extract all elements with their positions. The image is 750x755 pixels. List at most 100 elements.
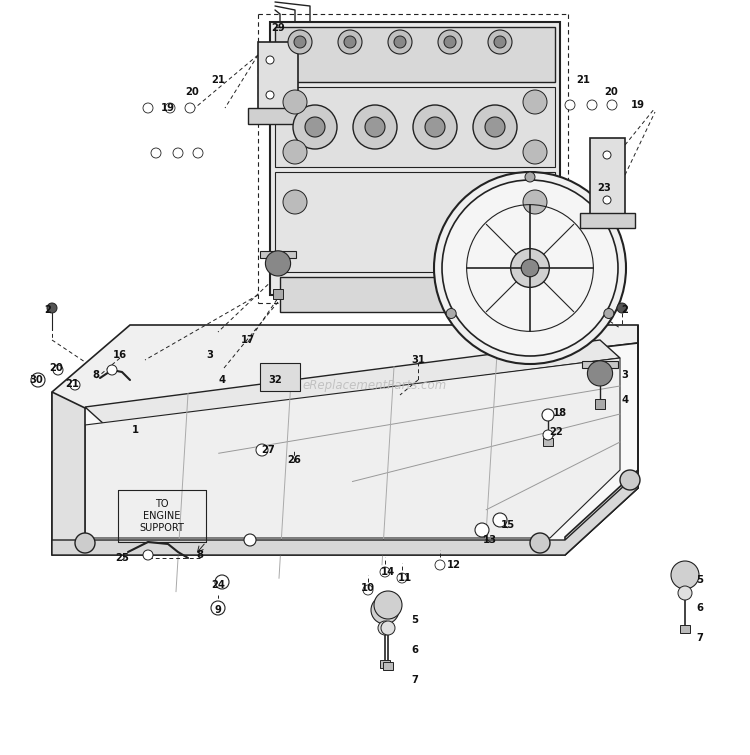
Text: 15: 15: [501, 520, 515, 530]
Circle shape: [143, 103, 153, 113]
Text: 8: 8: [92, 370, 100, 380]
Polygon shape: [580, 213, 635, 228]
Bar: [280, 277, 550, 312]
Text: 26: 26: [287, 455, 301, 465]
Text: 20: 20: [185, 87, 199, 97]
Circle shape: [435, 560, 445, 570]
Circle shape: [107, 365, 117, 375]
Circle shape: [344, 36, 356, 48]
Circle shape: [388, 30, 412, 54]
Circle shape: [211, 601, 225, 615]
Text: 16: 16: [113, 350, 127, 360]
Circle shape: [444, 36, 456, 48]
Circle shape: [425, 117, 445, 137]
Circle shape: [288, 30, 312, 54]
Circle shape: [266, 91, 274, 99]
Circle shape: [488, 30, 512, 54]
Circle shape: [603, 151, 611, 159]
Text: 21: 21: [576, 75, 590, 85]
Bar: [380, 660, 390, 668]
Text: 6: 6: [412, 645, 419, 655]
Circle shape: [530, 533, 550, 553]
Bar: [118, 490, 206, 542]
Polygon shape: [258, 42, 298, 112]
Polygon shape: [52, 392, 85, 555]
Circle shape: [381, 621, 395, 635]
Circle shape: [565, 100, 575, 110]
Circle shape: [446, 309, 456, 319]
Bar: [582, 361, 618, 368]
Text: 30: 30: [29, 375, 43, 385]
Circle shape: [256, 444, 268, 456]
Text: TO
ENGINE
SUPPORT: TO ENGINE SUPPORT: [140, 499, 184, 532]
Circle shape: [371, 596, 399, 624]
Text: 22: 22: [549, 427, 562, 437]
Circle shape: [53, 365, 63, 375]
Circle shape: [542, 409, 554, 421]
Polygon shape: [565, 325, 638, 555]
Bar: [383, 662, 393, 670]
Polygon shape: [248, 108, 308, 124]
Bar: [275, 172, 555, 272]
Circle shape: [338, 30, 362, 54]
Text: 9: 9: [214, 605, 221, 615]
Circle shape: [473, 105, 517, 149]
Circle shape: [587, 100, 597, 110]
Circle shape: [283, 90, 307, 114]
Text: 4: 4: [622, 395, 628, 405]
Circle shape: [293, 105, 337, 149]
Bar: [595, 399, 605, 408]
Circle shape: [70, 380, 80, 390]
Circle shape: [485, 117, 505, 137]
Circle shape: [413, 105, 457, 149]
Circle shape: [380, 567, 390, 577]
Bar: [275, 27, 555, 82]
Text: 3: 3: [206, 350, 214, 360]
Polygon shape: [85, 358, 620, 538]
Bar: [275, 87, 555, 167]
Text: 23: 23: [597, 183, 610, 193]
Circle shape: [193, 148, 203, 158]
Circle shape: [151, 148, 161, 158]
Text: 8: 8: [196, 550, 203, 560]
Text: 4: 4: [218, 375, 226, 385]
Circle shape: [283, 140, 307, 164]
Text: 24: 24: [211, 580, 225, 590]
Circle shape: [185, 103, 195, 113]
Text: 21: 21: [65, 379, 79, 389]
Polygon shape: [590, 138, 625, 218]
Circle shape: [378, 621, 392, 635]
Circle shape: [475, 523, 489, 537]
Circle shape: [294, 36, 306, 48]
Text: 20: 20: [604, 87, 618, 97]
Text: 19: 19: [631, 100, 645, 110]
Circle shape: [438, 30, 462, 54]
Text: 7: 7: [412, 675, 419, 685]
Circle shape: [523, 90, 547, 114]
Circle shape: [617, 303, 627, 313]
Circle shape: [215, 575, 229, 589]
Circle shape: [173, 148, 183, 158]
Circle shape: [353, 105, 397, 149]
Circle shape: [543, 430, 553, 440]
Text: 10: 10: [361, 583, 375, 593]
Text: 31: 31: [411, 355, 425, 365]
Circle shape: [283, 190, 307, 214]
Circle shape: [521, 259, 538, 277]
Circle shape: [493, 513, 507, 527]
Text: 19: 19: [161, 103, 175, 113]
Circle shape: [397, 573, 407, 583]
Text: 27: 27: [261, 445, 274, 455]
Text: 2: 2: [622, 305, 628, 315]
Text: 11: 11: [398, 573, 412, 583]
Bar: [273, 288, 283, 298]
Text: 20: 20: [50, 363, 63, 373]
Circle shape: [374, 591, 402, 619]
Text: 12: 12: [447, 560, 461, 570]
Text: 25: 25: [115, 553, 129, 563]
Text: 7: 7: [697, 633, 703, 643]
Text: 5: 5: [697, 575, 703, 585]
Circle shape: [365, 117, 385, 137]
Circle shape: [266, 56, 274, 64]
Text: 5: 5: [412, 615, 419, 625]
